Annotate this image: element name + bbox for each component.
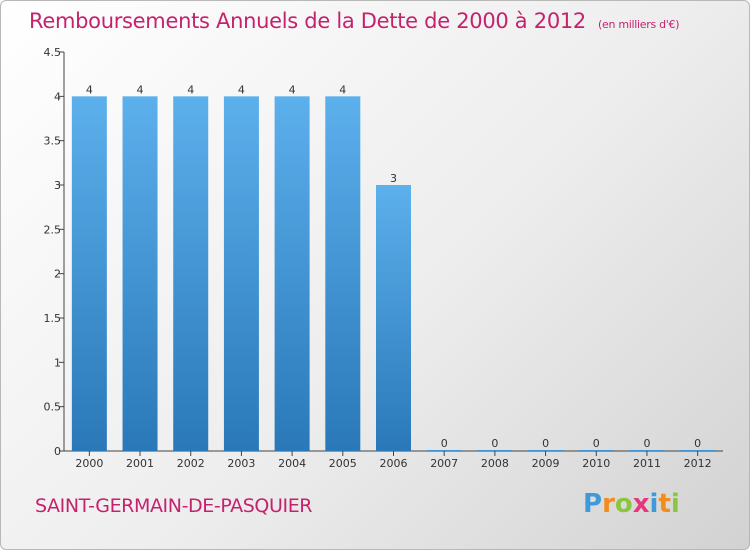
x-tick-label: 2012 (684, 457, 712, 470)
y-tick-label: 1.5 (44, 312, 62, 325)
bar-2001 (122, 96, 158, 451)
bar-2002 (173, 96, 209, 451)
x-tick-label: 2008 (481, 457, 509, 470)
x-tick-label: 2002 (177, 457, 205, 470)
y-tick-label: 0 (54, 445, 61, 458)
chart-labels: 2000 4 2001 4 2002 4 2003 4 2004 4 2005 4 2006 3 2007 0… (75, 83, 711, 470)
proxiti-logo: Proxiti (583, 489, 680, 519)
logo-letter: P (583, 489, 603, 519)
data-label-2001: 4 (137, 83, 144, 96)
x-tick-label: 2001 (126, 457, 154, 470)
commune-name: SAINT-GERMAIN-DE-PASQUIER (35, 495, 313, 517)
y-tick-label: 3.5 (44, 135, 62, 148)
bar-2010 (578, 450, 614, 451)
data-label-2000: 4 (86, 83, 93, 96)
y-tick-label: 4 (54, 90, 61, 103)
x-tick-label: 2004 (278, 457, 306, 470)
bar-2004 (274, 96, 310, 451)
data-label-2009: 0 (542, 437, 549, 450)
bar-2003 (223, 96, 259, 451)
bar-2005 (325, 96, 361, 451)
data-label-2006: 3 (390, 172, 397, 185)
data-label-2005: 4 (339, 83, 346, 96)
data-label-2008: 0 (491, 437, 498, 450)
x-tick-label: 2003 (227, 457, 255, 470)
data-label-2004: 4 (289, 83, 296, 96)
x-tick-label: 2009 (532, 457, 560, 470)
logo-letter: r (602, 489, 615, 519)
y-tick-label: 0.5 (44, 401, 62, 414)
x-tick-label: 2010 (582, 457, 610, 470)
data-label-2012: 0 (694, 437, 701, 450)
logo-letter: x (632, 489, 650, 519)
data-label-2003: 4 (238, 83, 245, 96)
bar-2000 (71, 96, 107, 451)
x-tick-label: 2006 (380, 457, 408, 470)
data-label-2007: 0 (441, 437, 448, 450)
y-tick-label: 3 (54, 179, 61, 192)
logo-letter: o (614, 489, 633, 519)
chart-title: Remboursements Annuels de la Dette de 20… (29, 9, 679, 33)
y-tick-label: 1 (54, 356, 61, 369)
x-tick-label: 2000 (75, 457, 103, 470)
bar-2011 (629, 450, 665, 451)
y-tick-label: 2 (54, 268, 61, 281)
chart-subtitle: (en milliers d'€) (598, 18, 680, 31)
logo-letter: t (658, 489, 671, 519)
data-label-2010: 0 (593, 437, 600, 450)
chart-bars (71, 96, 716, 451)
bar-2008 (477, 450, 513, 451)
bar-2007 (426, 450, 462, 451)
chart-title-text: Remboursements Annuels de la Dette de 20… (29, 9, 586, 33)
bar-2012 (680, 450, 716, 451)
y-tick-label: 2.5 (44, 223, 62, 236)
data-label-2011: 0 (643, 437, 650, 450)
x-tick-label: 2007 (430, 457, 458, 470)
logo-letter: i (649, 489, 659, 519)
x-tick-label: 2011 (633, 457, 661, 470)
x-tick-label: 2005 (329, 457, 357, 470)
bar-2006 (376, 185, 411, 451)
data-label-2002: 4 (187, 83, 194, 96)
logo-letter: i (670, 489, 680, 519)
y-tick-label: 4.5 (44, 46, 62, 59)
bar-2009 (528, 450, 564, 451)
